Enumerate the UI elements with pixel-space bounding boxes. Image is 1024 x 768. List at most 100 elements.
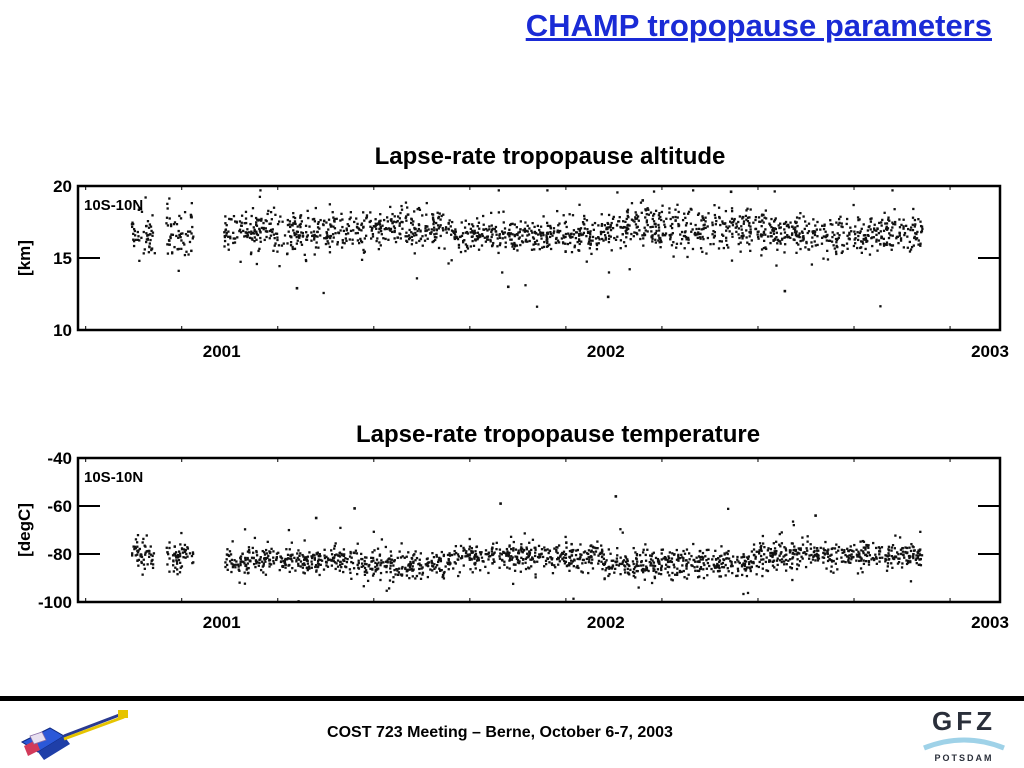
data-point: [530, 229, 533, 233]
data-point: [682, 234, 686, 238]
data-point: [178, 214, 181, 218]
data-point: [334, 232, 337, 235]
data-point: [650, 554, 653, 558]
data-point: [252, 226, 255, 229]
data-point: [443, 247, 446, 250]
data-point: [659, 239, 663, 242]
data-point: [354, 549, 358, 552]
data-point: [621, 233, 624, 236]
data-point: [644, 569, 647, 572]
data-point: [405, 215, 408, 218]
data-point: [525, 229, 528, 233]
data-point: [268, 559, 271, 562]
outlier-point: [499, 502, 502, 505]
data-point: [179, 236, 182, 239]
data-point: [464, 555, 467, 558]
data-point: [498, 555, 501, 558]
data-point: [144, 553, 147, 556]
data-point: [790, 233, 794, 236]
data-point: [265, 552, 268, 555]
data-point: [255, 238, 258, 241]
data-point: [294, 569, 297, 572]
data-point: [433, 563, 436, 566]
data-point: [878, 553, 881, 556]
data-point: [351, 238, 354, 241]
data-point: [754, 557, 757, 560]
data-point: [771, 564, 775, 567]
data-point: [601, 231, 604, 234]
data-point: [173, 552, 176, 555]
data-point: [912, 556, 915, 560]
data-point: [378, 241, 381, 244]
data-point: [690, 208, 693, 211]
data-point: [346, 557, 349, 561]
data-point: [912, 207, 915, 211]
outlier-point: [641, 199, 645, 202]
data-point: [545, 234, 548, 237]
data-point: [471, 223, 474, 226]
data-point: [805, 224, 808, 227]
data-point: [414, 550, 417, 553]
data-point: [683, 231, 687, 234]
data-point: [391, 222, 394, 225]
data-point: [490, 211, 493, 215]
data-point: [675, 573, 679, 576]
data-point: [303, 253, 306, 256]
data-point: [764, 560, 767, 564]
data-point: [503, 563, 506, 566]
data-point: [436, 224, 440, 227]
data-point: [515, 226, 518, 229]
data-point: [761, 219, 764, 222]
data-point: [380, 561, 383, 565]
footer-text: COST 723 Meeting – Berne, October 6-7, 2…: [327, 724, 673, 741]
data-point: [910, 542, 913, 546]
data-point: [908, 240, 911, 244]
data-point: [182, 241, 185, 245]
data-point: [657, 234, 660, 237]
data-point: [600, 544, 603, 547]
data-point: [393, 237, 396, 240]
data-point: [642, 234, 645, 237]
data-point: [651, 217, 654, 221]
data-point: [324, 242, 328, 246]
data-point: [887, 552, 890, 555]
data-point: [441, 227, 444, 230]
data-point: [865, 240, 868, 243]
data-point: [133, 545, 137, 548]
data-point: [500, 230, 504, 233]
data-point: [614, 567, 617, 571]
data-point: [236, 236, 239, 239]
data-point: [714, 566, 717, 569]
data-point: [190, 202, 193, 205]
data-point: [626, 208, 630, 211]
data-point: [907, 555, 911, 558]
data-point: [611, 565, 614, 569]
data-point: [677, 555, 680, 558]
data-point: [583, 223, 586, 226]
data-point: [471, 229, 474, 232]
data-point: [882, 229, 886, 232]
data-point: [540, 237, 543, 240]
data-point: [840, 560, 844, 563]
data-point: [913, 225, 916, 228]
data-point: [760, 558, 763, 561]
data-point: [416, 207, 419, 211]
data-point: [244, 221, 248, 225]
data-point: [363, 556, 367, 559]
data-point: [785, 553, 788, 556]
data-point: [486, 238, 489, 241]
data-point: [890, 546, 893, 549]
data-point: [591, 223, 594, 227]
data-point: [179, 566, 182, 569]
data-point: [760, 254, 763, 257]
data-point: [269, 210, 273, 214]
data-point: [136, 230, 139, 234]
data-point: [447, 262, 450, 265]
data-point: [500, 558, 504, 562]
data-point: [914, 223, 917, 226]
data-point: [399, 237, 402, 240]
data-point: [576, 548, 579, 552]
data-point: [501, 231, 505, 235]
data-point: [702, 576, 706, 580]
data-point: [574, 231, 578, 234]
